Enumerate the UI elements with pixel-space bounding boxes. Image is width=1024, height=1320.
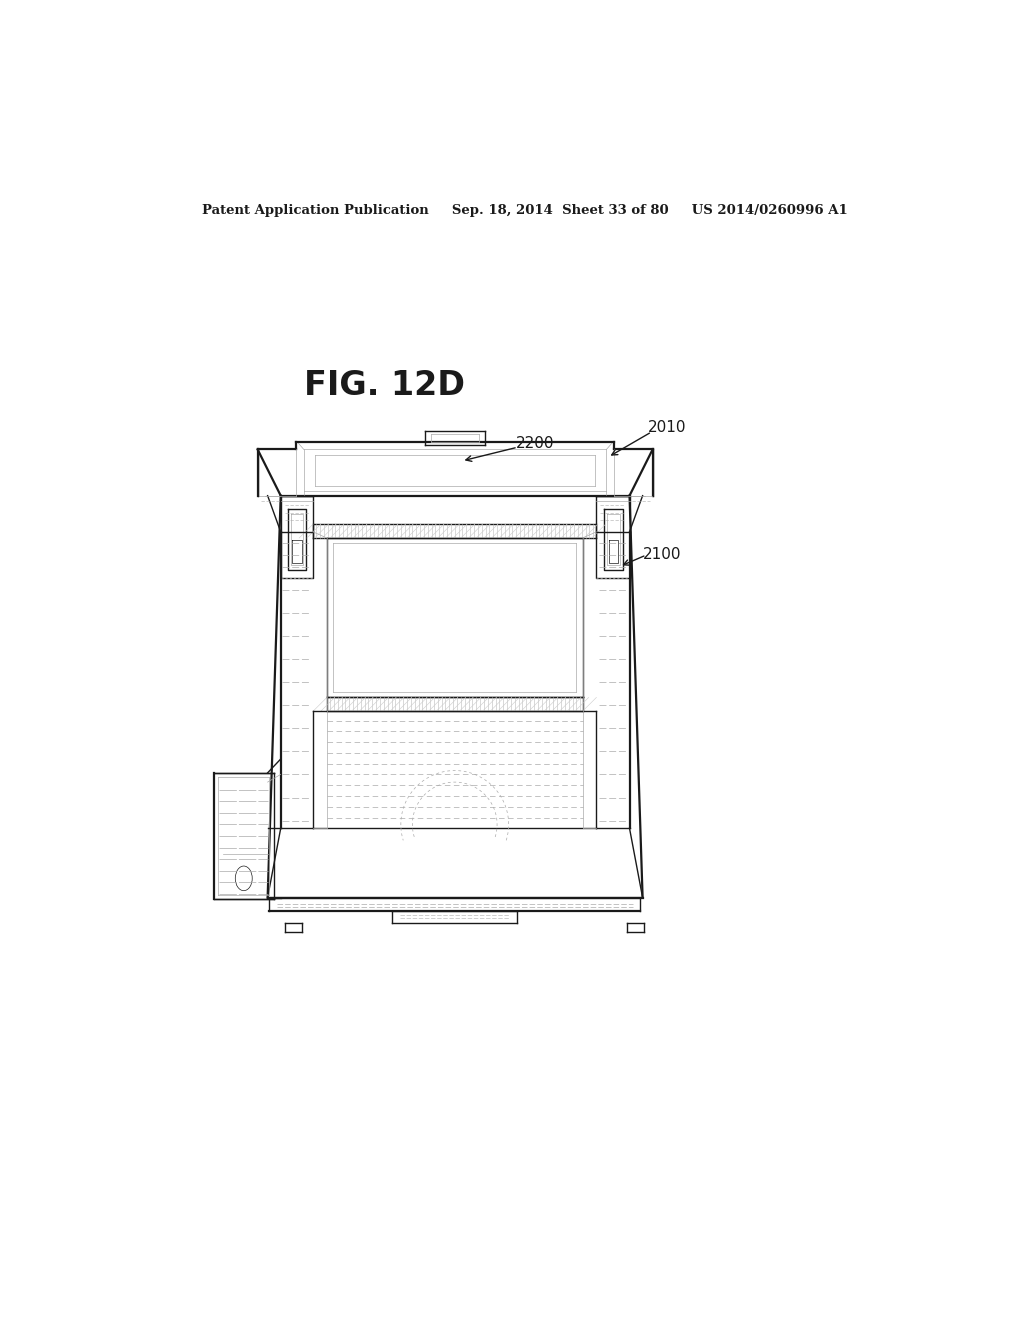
Text: 2010: 2010 — [648, 420, 686, 436]
Text: 2200: 2200 — [515, 436, 554, 450]
Text: FIG. 12D: FIG. 12D — [304, 370, 465, 403]
Text: 2100: 2100 — [643, 548, 681, 562]
Text: Patent Application Publication     Sep. 18, 2014  Sheet 33 of 80     US 2014/026: Patent Application Publication Sep. 18, … — [202, 205, 848, 218]
